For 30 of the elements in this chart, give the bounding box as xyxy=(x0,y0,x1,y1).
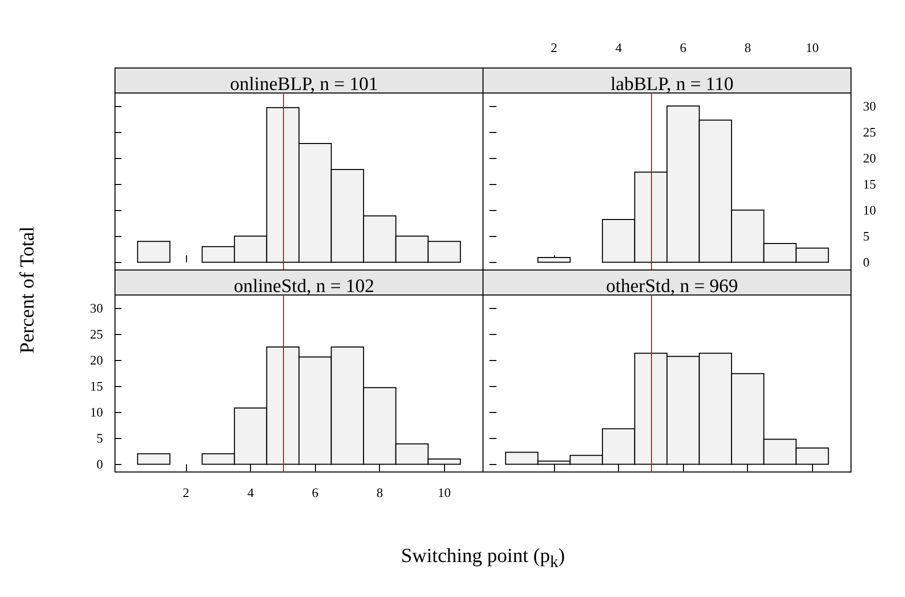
y-tick-label: 30 xyxy=(863,98,876,114)
chart-title: onlineStd, n = 102 xyxy=(234,276,374,297)
chart-title: labBLP, n = 110 xyxy=(610,74,734,95)
y-axis-title: Percent of Total xyxy=(16,226,40,354)
x-tick-label: 10 xyxy=(438,485,451,500)
x-tick-label: 6 xyxy=(312,485,319,500)
x-tick-label: 10 xyxy=(806,40,819,55)
x-tick-label: 2 xyxy=(182,485,190,500)
y-tick-label: 30 xyxy=(90,300,103,316)
x-tick-label: 4 xyxy=(247,485,254,500)
y-tick-label: 5 xyxy=(96,430,103,446)
x-tick-label: 8 xyxy=(744,40,751,55)
y-tick-label: 15 xyxy=(863,176,876,192)
y-tick-label: 5 xyxy=(863,228,870,244)
x-tick-label: 4 xyxy=(615,40,622,55)
y-tick-label: 25 xyxy=(90,326,103,342)
y-tick-label: 0 xyxy=(863,254,870,270)
y-tick-label: 20 xyxy=(863,150,876,166)
y-tick-label: 10 xyxy=(863,202,876,218)
chart-title: otherStd, n = 969 xyxy=(606,276,738,297)
x-tick-label: 2 xyxy=(550,40,558,55)
x-tick-label: 8 xyxy=(376,485,383,500)
y-tick-label: 15 xyxy=(90,378,103,394)
y-tick-label: 20 xyxy=(90,352,103,368)
x-axis-title: Switching point (p$_{k}$) xyxy=(401,545,565,572)
chart-title: onlineBLP, n = 101 xyxy=(230,74,378,95)
y-tick-label: 0 xyxy=(96,456,103,472)
y-tick-label: 10 xyxy=(90,404,103,420)
y-tick-label: 25 xyxy=(863,124,876,140)
x-tick-label: 6 xyxy=(680,40,687,55)
